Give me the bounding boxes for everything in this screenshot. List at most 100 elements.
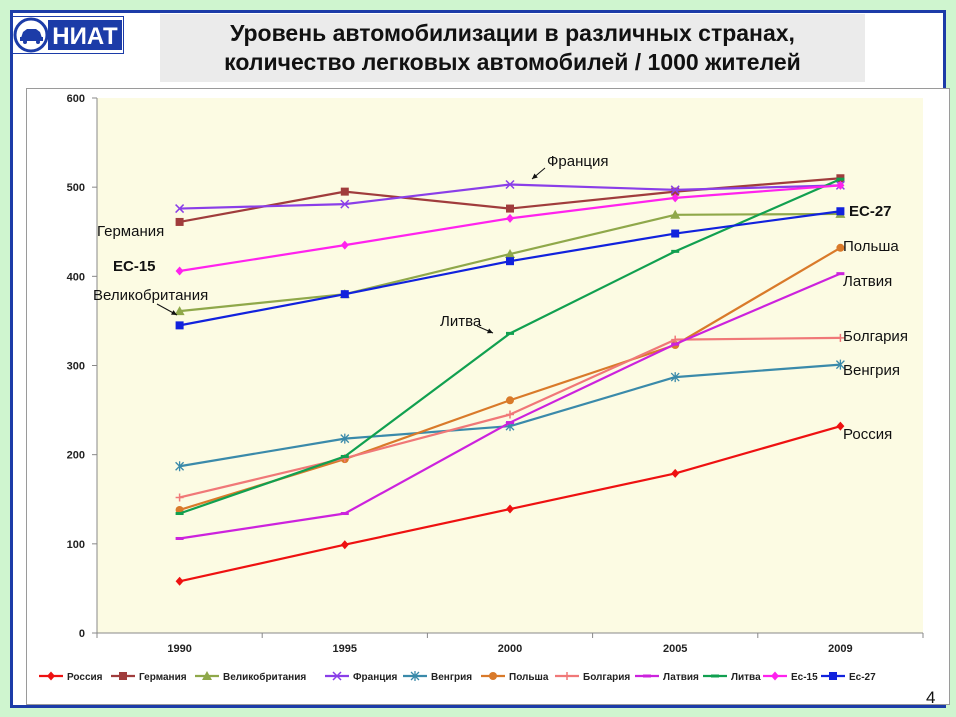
annotation-label: ЕС-27 [849,203,892,220]
data-point [340,512,349,516]
y-tick-label: 300 [67,361,85,373]
annotation-label: Германия [97,223,164,240]
data-point [340,290,349,299]
data-point [175,204,185,214]
plot-area [97,98,923,633]
legend-label: Франция [353,672,398,683]
data-point [340,199,350,209]
data-point [175,321,184,330]
data-point [505,179,515,190]
data-point [175,217,184,226]
legend-marker [202,671,212,680]
annotation-label: Венгрия [843,362,900,379]
data-point [175,493,184,502]
page-number: 4 [926,688,936,707]
page-title: Уровень автомобилизации в различных стра… [160,14,865,82]
data-point [671,342,680,346]
legend-label: Литва [731,672,761,683]
legend-label: Ес-27 [849,672,876,683]
data-point [671,187,680,196]
legend-label: Латвия [663,672,699,683]
annotation-label: ЕС-15 [113,258,156,275]
data-point [836,177,845,181]
data-point [340,187,349,196]
y-tick-label: 200 [67,450,85,462]
data-point [506,396,514,405]
data-point [836,180,845,190]
x-tick-label: 1990 [167,643,191,655]
y-tick-label: 600 [67,93,85,105]
data-point [671,229,680,238]
annotation-arrowhead [487,328,493,334]
data-point [835,359,845,370]
legend-marker [829,672,837,680]
data-point [671,193,680,203]
data-point [671,468,680,478]
logo: НИАТ [12,16,124,54]
x-tick-label: 2005 [663,643,687,655]
data-point [506,213,514,223]
legend-marker [563,672,571,680]
data-point [340,433,350,444]
data-point [175,512,184,516]
data-point [340,540,349,550]
data-point [670,209,681,219]
y-tick-label: 0 [79,628,85,640]
annotation-label: Россия [843,426,892,443]
data-point [340,454,349,458]
title-line-2: количество легковых автомобилей / 1000 ж… [224,49,801,75]
legend-label: Ес-15 [791,672,818,683]
data-point [836,272,845,276]
data-point [671,249,680,253]
data-point [506,331,514,335]
legend-marker [711,674,719,678]
data-point [175,266,184,276]
annotation-label: Польша [843,238,899,255]
legend-marker [771,671,779,681]
annotation-label: Болгария [843,328,908,345]
legend-marker [119,672,127,680]
data-point [506,421,514,425]
data-point [670,185,680,195]
y-tick-label: 500 [67,182,85,194]
data-point [506,204,514,213]
y-tick-label: 400 [67,271,85,283]
legend-label: Великобритания [223,671,306,683]
legend-label: Болгария [583,672,630,683]
chart-container: 0 100 200 300 400 500 600 1990 1995 2000 2005 2009 Ф… [26,88,950,705]
data-point [506,410,514,419]
data-point [836,333,845,342]
data-point [836,243,845,252]
data-point [836,207,845,216]
legend-marker [643,674,651,678]
legend-label: Венгрия [431,672,472,683]
data-point [671,335,680,344]
legend-marker [332,671,342,681]
annotation-label: Великобритания [93,287,208,304]
data-point [670,372,680,383]
legend-marker [410,671,420,681]
title-line-1: Уровень автомобилизации в различных стра… [230,20,795,46]
legend-label: Германия [139,672,187,683]
data-point [175,576,184,586]
data-point [175,461,185,472]
logo-text: НИАТ [52,23,118,50]
x-tick-label: 2009 [828,643,852,655]
data-point [836,421,845,431]
legend-label: Россия [67,672,103,683]
data-point [506,257,514,266]
annotation-arrowhead [532,173,538,179]
legend-marker [489,672,497,680]
annotation-label: Латвия [843,273,892,290]
data-point [505,249,515,259]
x-tick-label: 2000 [498,643,522,655]
data-point [340,240,349,250]
data-point [174,306,185,316]
legend-label: Польша [509,672,549,683]
y-tick-label: 100 [67,539,85,551]
data-point [506,504,514,514]
annotation-arrowhead [171,310,177,315]
annotation-label: Литва [440,313,482,330]
data-point [175,536,184,540]
